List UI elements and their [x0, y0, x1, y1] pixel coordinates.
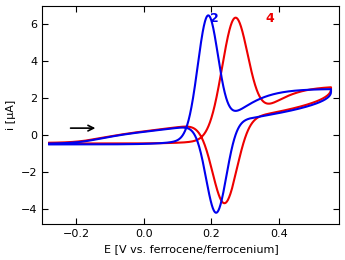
Text: 2: 2	[210, 12, 219, 25]
X-axis label: E [V vs. ferrocene/ferrocenium]: E [V vs. ferrocene/ferrocenium]	[104, 244, 278, 255]
Y-axis label: i [μA]: i [μA]	[6, 100, 16, 130]
Text: 4: 4	[266, 12, 275, 25]
